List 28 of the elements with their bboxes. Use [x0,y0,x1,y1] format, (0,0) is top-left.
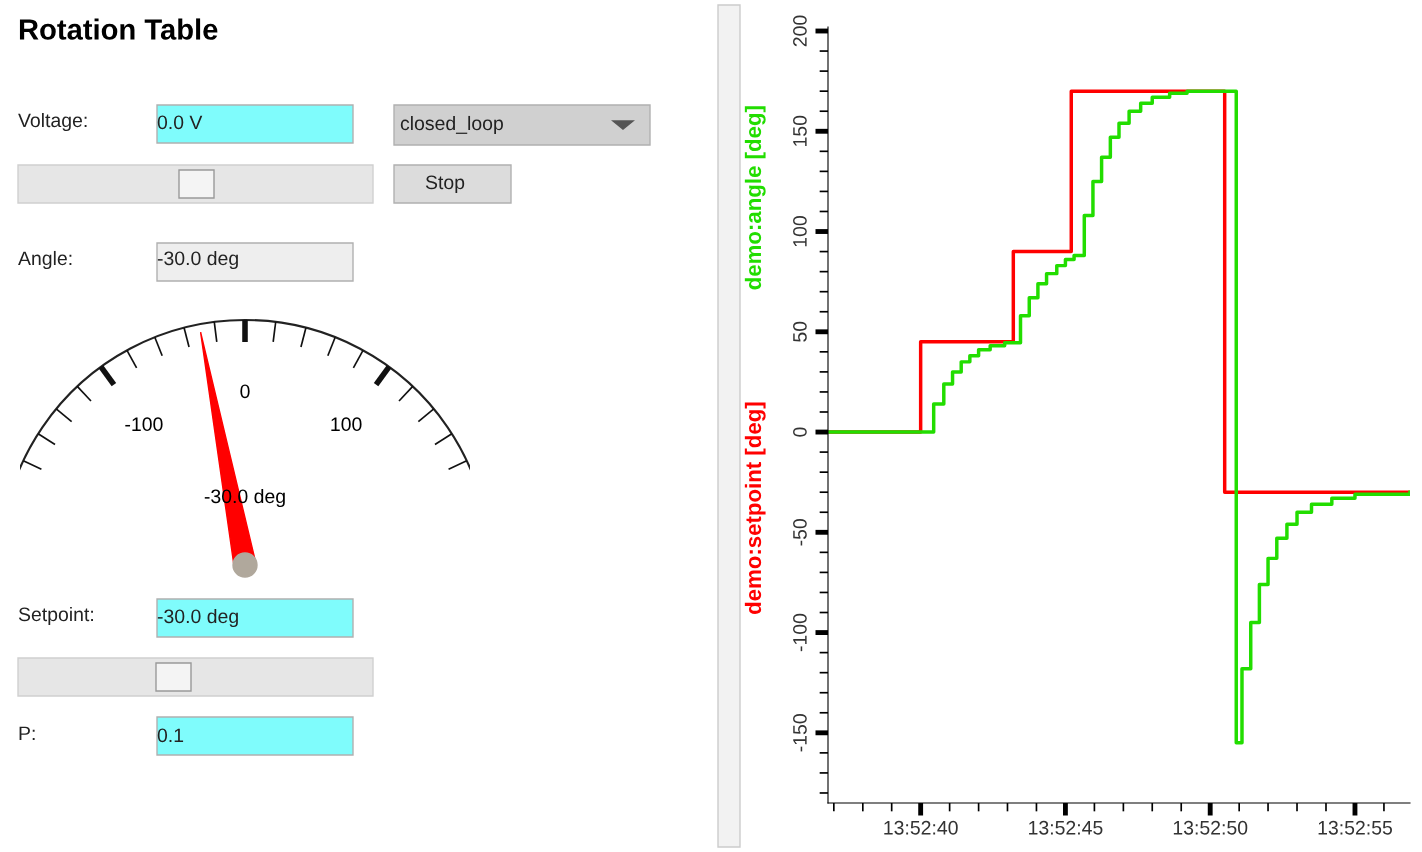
text: closed_loop [400,115,503,135]
y-tick-label: -150 [793,714,807,752]
y-tick-label: 150 [793,115,807,147]
text: Stop [425,175,465,194]
text: demo:setpoint [deg] [744,402,766,614]
text: demo:angle [deg] [744,106,766,290]
x-tick-label: 13:52:40 [884,820,958,835]
x-tick-label: 13:52:45 [1029,820,1103,835]
y-tick-label: -100 [793,613,807,652]
text: P: [19,726,35,741]
text: 0.0 V [157,115,203,130]
text: 100 [331,417,362,432]
text: Angle: [18,250,72,270]
y-tick-label: 100 [793,216,807,247]
x-tick-label: 13:52:55 [1318,820,1392,835]
text: 0.1 [157,728,184,743]
y-tick-label: 50 [793,321,807,342]
text: Voltage: [18,112,87,132]
text: -100 [125,417,163,432]
y-tick-label: 0 [793,427,807,437]
text: -30.0 deg [157,250,238,270]
text: -30.0 deg [157,608,238,628]
text: Setpoint: [18,606,93,626]
text: 0 [240,384,250,399]
x-tick-label: 13:52:50 [1173,820,1248,835]
y-tick-label: 200 [793,15,807,47]
text: Rotation Table [19,18,218,40]
y-tick-label: -50 [793,519,807,546]
